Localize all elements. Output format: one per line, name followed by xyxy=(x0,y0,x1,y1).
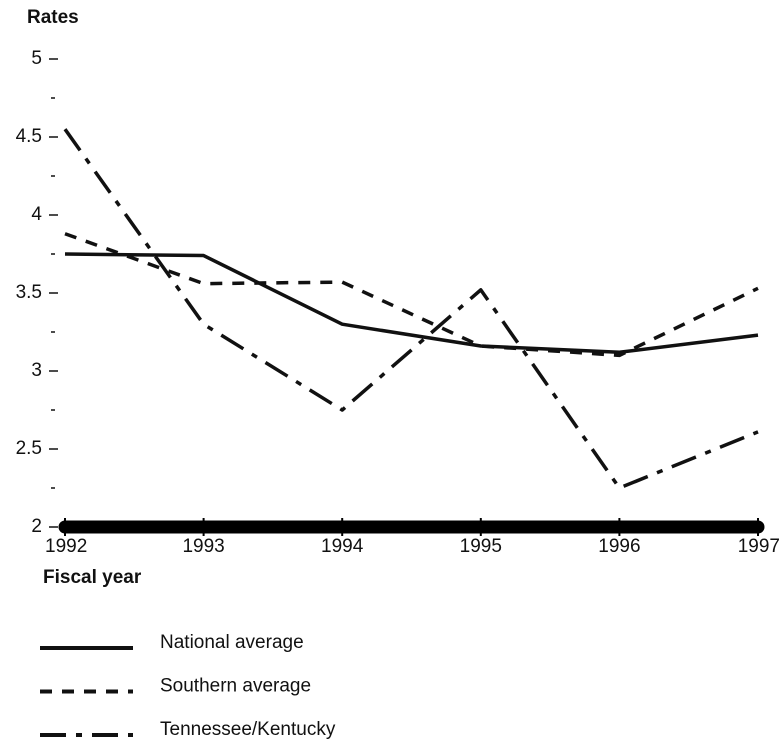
x-tick-label: 1996 xyxy=(598,536,640,557)
y-tick-label: 5 xyxy=(31,48,42,69)
y-tick-label: 4 xyxy=(31,204,42,225)
y-tick-label: 3.5 xyxy=(16,282,42,303)
x-tick-label: 1997 xyxy=(738,536,780,557)
x-tick-label: 1995 xyxy=(460,536,502,557)
x-tick-label: 1993 xyxy=(182,536,224,557)
data-line xyxy=(64,252,759,355)
data-line xyxy=(63,128,759,490)
y-tick-label: 2 xyxy=(31,516,42,537)
data-line xyxy=(64,232,759,358)
y-axis-title: Rates xyxy=(27,7,79,28)
x-tick-label: 1994 xyxy=(321,536,364,557)
y-tick-label: 2.5 xyxy=(16,438,42,459)
y-tick-label: 3 xyxy=(31,360,42,381)
x-axis-title: Fiscal year xyxy=(43,567,142,588)
y-tick-label: 4.5 xyxy=(16,126,42,147)
legend-label: Southern average xyxy=(160,676,311,697)
legend-label: Tennessee/Kentucky xyxy=(160,719,336,740)
x-tick-label: 1992 xyxy=(45,536,87,557)
legend-label: National average xyxy=(160,632,304,653)
